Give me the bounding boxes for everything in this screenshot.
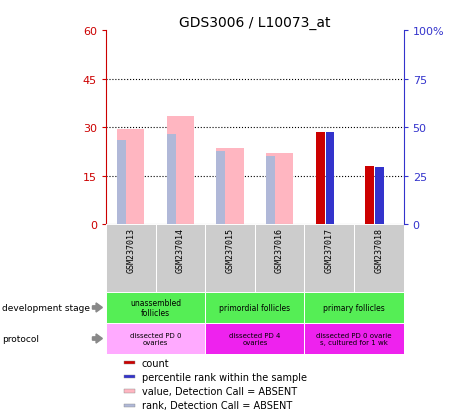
Bar [375, 168, 384, 225]
Bar [316, 133, 325, 225]
Text: development stage: development stage [2, 303, 90, 312]
Bar [205, 225, 255, 292]
Text: GSM237015: GSM237015 [226, 227, 235, 272]
Bar [354, 225, 404, 292]
Bar [266, 154, 293, 225]
Bar [117, 141, 126, 225]
Text: rank, Detection Call = ABSENT: rank, Detection Call = ABSENT [142, 400, 292, 410]
Text: dissected PD 4
ovaries: dissected PD 4 ovaries [229, 332, 281, 345]
Text: dissected PD 0
ovaries: dissected PD 0 ovaries [130, 332, 181, 345]
Bar [124, 404, 135, 407]
Bar [205, 323, 304, 354]
Text: GSM237014: GSM237014 [176, 227, 185, 272]
Text: primordial follicles: primordial follicles [219, 303, 290, 312]
Bar [365, 166, 374, 225]
Text: count: count [142, 358, 169, 368]
Bar [255, 225, 304, 292]
Text: unassembled
follicles: unassembled follicles [130, 298, 181, 318]
Bar [304, 323, 404, 354]
Bar [117, 129, 144, 225]
Bar [156, 225, 205, 292]
Text: GSM237018: GSM237018 [374, 227, 383, 272]
Bar [216, 152, 226, 225]
Text: percentile rank within the sample: percentile rank within the sample [142, 372, 307, 382]
Bar [326, 133, 335, 225]
Bar [124, 375, 135, 378]
Bar [266, 157, 275, 225]
Text: primary follicles: primary follicles [323, 303, 385, 312]
Text: GSM237016: GSM237016 [275, 227, 284, 272]
Bar [167, 116, 194, 225]
Title: GDS3006 / L10073_at: GDS3006 / L10073_at [179, 16, 331, 30]
Text: GSM237013: GSM237013 [126, 227, 135, 272]
Bar [205, 292, 304, 323]
Bar [106, 323, 205, 354]
Bar [124, 389, 135, 393]
Bar [216, 149, 244, 225]
Text: value, Detection Call = ABSENT: value, Detection Call = ABSENT [142, 386, 297, 396]
Bar [167, 134, 176, 225]
Text: dissected PD 0 ovarie
s, cultured for 1 wk: dissected PD 0 ovarie s, cultured for 1 … [316, 332, 392, 345]
Bar [304, 292, 404, 323]
Bar [124, 361, 135, 364]
Bar [106, 292, 205, 323]
Bar [106, 225, 156, 292]
Bar [304, 225, 354, 292]
Text: protocol: protocol [2, 334, 39, 343]
Text: GSM237017: GSM237017 [325, 227, 334, 272]
